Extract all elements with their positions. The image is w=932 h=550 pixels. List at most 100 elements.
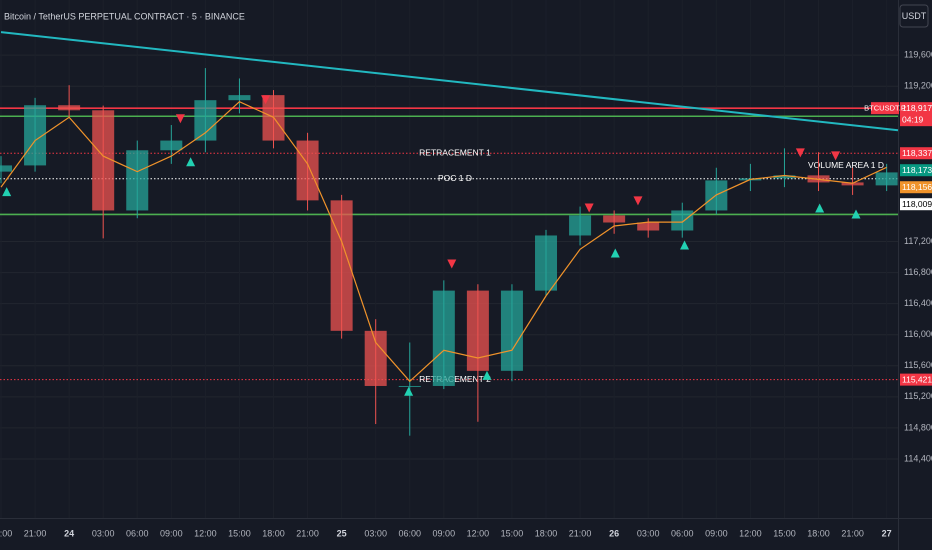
candle-body bbox=[228, 95, 251, 101]
candle-body bbox=[398, 385, 421, 387]
price-badge-label: 118,337.1 bbox=[902, 148, 932, 158]
x-tick-label: 21:00 bbox=[569, 528, 592, 538]
x-tick-label: 03:00 bbox=[637, 528, 660, 538]
x-tick-label: 25 bbox=[337, 528, 347, 538]
candle-body bbox=[160, 140, 183, 151]
candle-body bbox=[330, 200, 353, 331]
sell-signal bbox=[261, 95, 271, 105]
price-badge-label: 118,009.1 bbox=[902, 199, 932, 209]
level-label: RETRACEMENT 1 bbox=[419, 147, 491, 157]
buy-signal bbox=[815, 203, 825, 213]
candle-body bbox=[58, 105, 81, 111]
countdown: 04:19 bbox=[902, 114, 924, 124]
y-tick-label: 115,600.0 bbox=[904, 360, 932, 370]
candle-body bbox=[0, 165, 12, 172]
price-badge bbox=[900, 164, 932, 177]
price-badge bbox=[900, 102, 932, 127]
moving-average bbox=[0, 101, 887, 383]
x-tick-label: 15:00 bbox=[773, 528, 796, 538]
candle-body bbox=[194, 100, 217, 141]
candle-body bbox=[24, 105, 47, 166]
candle-body bbox=[500, 290, 523, 371]
buy-signal bbox=[186, 157, 196, 167]
candle-body bbox=[603, 215, 626, 223]
price-badge bbox=[900, 373, 932, 386]
y-tick-label: 117,200.0 bbox=[904, 236, 932, 246]
buy-signal bbox=[2, 187, 12, 197]
y-tick-label: 114,400.0 bbox=[904, 453, 932, 463]
buy-signal bbox=[851, 209, 861, 219]
y-tick-label: 115,200.0 bbox=[904, 391, 932, 401]
sell-signal bbox=[831, 151, 841, 161]
y-tick-label: 119,600.0 bbox=[904, 50, 932, 60]
x-tick-label: 24 bbox=[64, 528, 74, 538]
symbol-tag bbox=[871, 102, 899, 115]
x-tick-label: 09:00 bbox=[160, 528, 183, 538]
x-tick-label: 06:00 bbox=[126, 528, 149, 538]
price-badge-label: 118,917.2 bbox=[902, 103, 932, 113]
x-tick-label: 12:00 bbox=[467, 528, 490, 538]
candle-body bbox=[296, 140, 319, 201]
buy-signal bbox=[680, 240, 690, 250]
x-tick-label: 18:00 bbox=[807, 528, 830, 538]
x-tick-label: 18:00 bbox=[262, 528, 285, 538]
overlay: 119,600.0 119,200.0 117,200.0 116,800.0 116,… bbox=[0, 50, 932, 538]
x-tick-label: 15:00 bbox=[228, 528, 251, 538]
x-tick-label: 21:00 bbox=[296, 528, 319, 538]
x-tick-label: 21:00 bbox=[841, 528, 864, 538]
currency-button[interactable] bbox=[899, 4, 929, 28]
level-label: RETRACEMENT 2 bbox=[419, 374, 491, 384]
y-tick-label: 116,400.0 bbox=[904, 298, 932, 308]
x-tick-label: 18:00 bbox=[0, 528, 12, 538]
x-tick-label: 09:00 bbox=[705, 528, 728, 538]
sell-signal bbox=[447, 259, 457, 269]
x-tick-label: 03:00 bbox=[92, 528, 115, 538]
price-badge-label: 118,173.0 bbox=[902, 165, 932, 175]
candle-body bbox=[637, 222, 660, 231]
symbol-tag-label: BTCUSDT.P bbox=[864, 104, 906, 113]
price-badge-label: 115,421.9 bbox=[902, 374, 932, 384]
plot: RETRACEMENT 1 VOLUME AREA 1 D POC 1 D RETRA… bbox=[0, 31, 899, 460]
x-tick-label: 15:00 bbox=[501, 528, 524, 538]
buy-signal bbox=[482, 370, 492, 380]
price-badge-label: 118,156.0 bbox=[902, 182, 932, 192]
candle-body bbox=[466, 290, 489, 371]
candle-body bbox=[671, 210, 694, 231]
y-tick-label: 116,800.0 bbox=[904, 267, 932, 277]
level-label: VOLUME AREA 1 D bbox=[808, 160, 884, 170]
x-tick-label: 06:00 bbox=[671, 528, 694, 538]
buy-signal bbox=[404, 386, 414, 396]
candle-body bbox=[535, 235, 558, 291]
candle-body bbox=[841, 182, 864, 186]
price-badge bbox=[900, 147, 932, 160]
sell-signal bbox=[584, 203, 594, 213]
chart-title: Bitcoin / TetherUS PERPETUAL CONTRACT · … bbox=[4, 11, 245, 21]
x-tick-label: 06:00 bbox=[398, 528, 421, 538]
x-tick-label: 27 bbox=[882, 528, 892, 538]
sell-signal bbox=[633, 196, 643, 206]
x-tick-label: 21:00 bbox=[24, 528, 47, 538]
candle-body bbox=[875, 172, 898, 186]
level-label: POC 1 D bbox=[438, 173, 472, 183]
x-tick-label: 09:00 bbox=[433, 528, 456, 538]
x-tick-label: 03:00 bbox=[364, 528, 387, 538]
y-tick-label: 116,000.0 bbox=[904, 329, 932, 339]
y-tick-label: 114,800.0 bbox=[904, 422, 932, 432]
buy-signal bbox=[610, 248, 620, 258]
candle-body bbox=[773, 175, 796, 179]
trendline bbox=[0, 31, 899, 132]
price-badge bbox=[900, 181, 932, 194]
currency-label[interactable]: USDT bbox=[902, 11, 927, 21]
x-tick-label: 26 bbox=[609, 528, 619, 538]
x-tick-label: 12:00 bbox=[739, 528, 762, 538]
candle-body bbox=[92, 110, 115, 211]
y-tick-label: 119,200.0 bbox=[904, 81, 932, 91]
x-tick-label: 18:00 bbox=[535, 528, 558, 538]
sell-signal bbox=[795, 148, 805, 158]
sell-signal bbox=[175, 114, 185, 124]
candle-body bbox=[569, 215, 592, 236]
x-tick-label: 12:00 bbox=[194, 528, 217, 538]
